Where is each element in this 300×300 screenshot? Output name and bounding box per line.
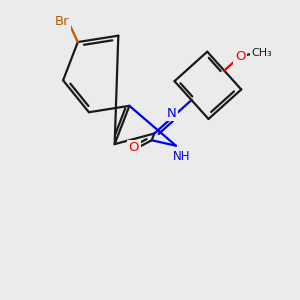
Text: O: O — [128, 141, 139, 154]
Text: N: N — [167, 107, 176, 120]
Text: O: O — [235, 50, 245, 63]
Text: Br: Br — [55, 15, 69, 28]
Text: CH₃: CH₃ — [252, 49, 272, 58]
Text: NH: NH — [172, 149, 190, 163]
